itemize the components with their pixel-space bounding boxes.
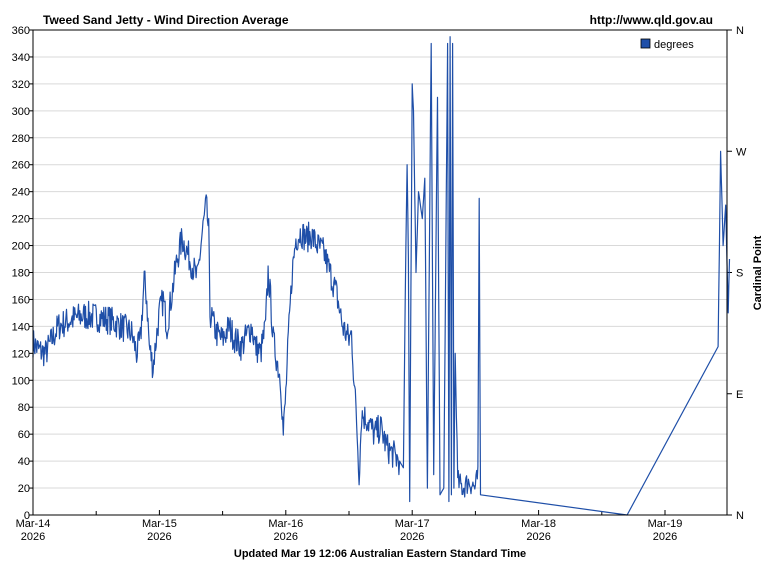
gridlines [33,56,727,489]
y-tick-label: 100 [12,375,30,387]
cardinal-label: N [736,510,744,522]
legend-swatch-icon [640,38,651,49]
x-tick-year: 2026 [526,531,550,543]
x-tick-date: Mar-16 [268,518,303,530]
legend-label: degrees [654,39,694,51]
legend: degrees [640,38,694,51]
right-axis-title: Cardinal Point [752,235,764,310]
x-tick-year: 2026 [653,531,677,543]
y-tick-label: 40 [18,456,30,468]
cardinal-label: E [736,389,743,401]
y-tick-label: 300 [12,106,30,118]
updated-timestamp: Updated Mar 19 12:06 Australian Eastern … [234,548,526,560]
x-tick-date: Mar-14 [16,518,51,530]
x-tick-year: 2026 [274,531,298,543]
y-tick-label: 360 [12,25,30,37]
y-tick-label: 320 [12,79,30,91]
y-tick-label: 260 [12,160,30,172]
y-tick-label: 20 [18,483,30,495]
x-tick-date: Mar-19 [648,518,683,530]
x-tick-date: Mar-17 [395,518,430,530]
y-tick-label: 60 [18,429,30,441]
cardinal-label: W [736,146,747,158]
x-tick-date: Mar-15 [142,518,177,530]
y-tick-label: 160 [12,294,30,306]
y-tick-label: 80 [18,402,30,414]
y-axis-right: N E S W N [727,25,747,522]
x-tick-date: Mar-18 [521,518,556,530]
y-tick-label: 180 [12,268,30,280]
y-tick-label: 200 [12,241,30,253]
source-link[interactable]: http://www.qld.gov.au [590,13,713,27]
chart-title: Tweed Sand Jetty - Wind Direction Averag… [43,13,289,27]
x-tick-year: 2026 [147,531,171,543]
y-tick-label: 220 [12,214,30,226]
y-tick-label: 120 [12,348,30,360]
cardinal-label: N [736,25,744,37]
y-tick-label: 280 [12,133,30,145]
y-tick-label: 0 [24,510,30,522]
y-tick-label: 140 [12,321,30,333]
y-tick-label: 240 [12,187,30,199]
y-axis-left: 0 20 40 60 80 100 120 140 160 180 200 220 240 260 280 3… [12,25,33,522]
cardinal-label: S [736,268,743,280]
series-degrees-line [32,36,731,516]
x-tick-year: 2026 [400,531,424,543]
x-tick-year: 2026 [21,531,45,543]
y-tick-label: 340 [12,52,30,64]
x-axis: Mar-142026Mar-152026Mar-162026Mar-172026… [16,510,683,543]
